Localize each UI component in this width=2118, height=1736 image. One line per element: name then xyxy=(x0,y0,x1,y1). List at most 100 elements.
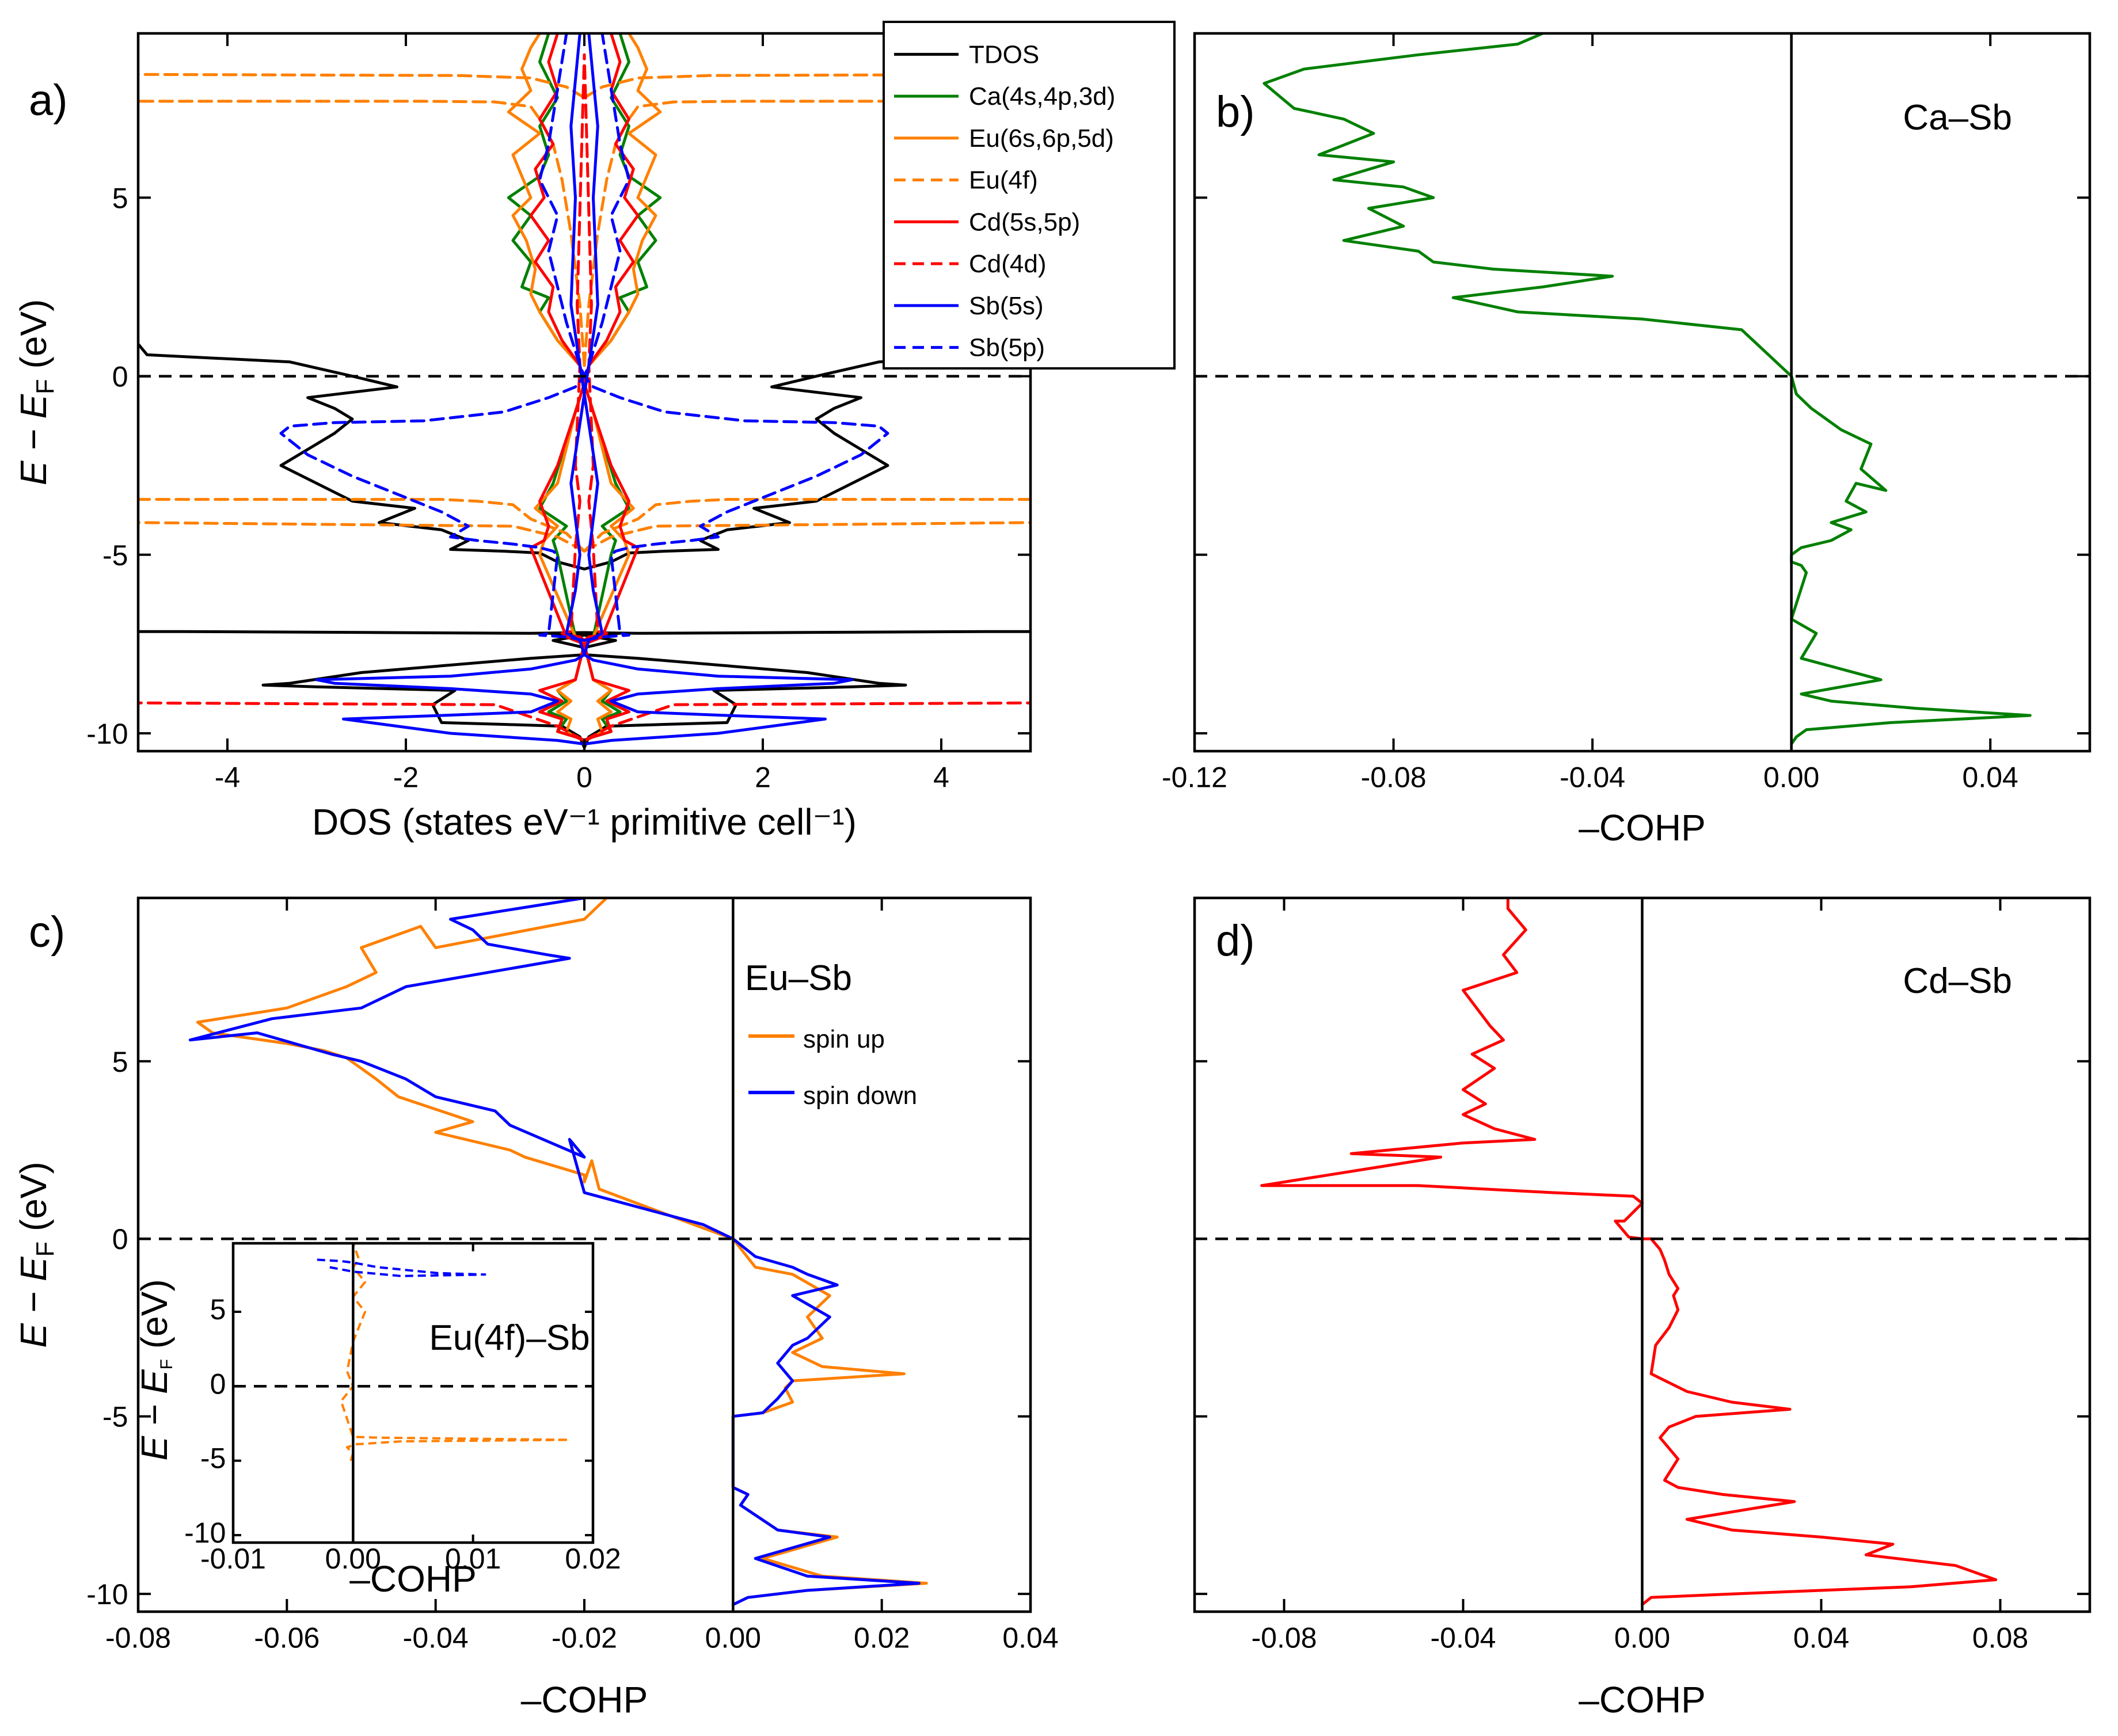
series-line xyxy=(188,898,921,1606)
inset-series-line xyxy=(317,1258,486,1277)
legend-entry: Cd(4d) xyxy=(969,250,1047,278)
legend-entry: spin down xyxy=(803,1082,917,1110)
axes-frame xyxy=(1193,32,2092,753)
y-tick-label: 0 xyxy=(112,361,128,393)
x-tick-label: 0.00 xyxy=(325,1543,381,1575)
x-tick-label: 0.00 xyxy=(705,1622,761,1654)
panel-annotation: Cd–Sb xyxy=(1903,961,2012,1001)
y-axis-title-sub: F xyxy=(32,379,59,394)
legend-entry: Sb(5p) xyxy=(969,334,1045,362)
x-tick-label: 0.02 xyxy=(854,1622,910,1654)
inset-series-line xyxy=(340,1243,571,1461)
x-tick-label: 0.02 xyxy=(565,1543,621,1575)
legend-entry: Eu(4f) xyxy=(969,166,1038,195)
series-line xyxy=(1260,898,1998,1606)
series-line xyxy=(138,521,586,553)
panel-label: a) xyxy=(29,76,68,125)
series-line xyxy=(583,33,854,746)
y-axis-title: E − EF (eV) xyxy=(13,1162,59,1348)
x-tick-label: 0.01 xyxy=(445,1543,501,1575)
series-line xyxy=(583,33,640,742)
series-line xyxy=(583,630,1031,749)
legend-entry: Ca(4s,4p,3d) xyxy=(969,82,1115,111)
panel-label: c) xyxy=(29,908,65,957)
x-tick-label: 0.00 xyxy=(1614,1622,1670,1654)
axes-c xyxy=(136,896,1032,1613)
y-tick-label: -5 xyxy=(102,1401,128,1433)
y-axis-title: E − EF (eV) xyxy=(13,299,59,486)
x-tick-label: -0.04 xyxy=(403,1622,469,1654)
x-axis-title: –COHP xyxy=(1579,1679,1706,1720)
series-line xyxy=(583,73,1031,100)
series-line xyxy=(138,498,586,553)
x-tick-label: -0.12 xyxy=(1162,762,1227,794)
series-cd-5s-5p- xyxy=(529,33,640,742)
x-tick-label: -0.08 xyxy=(1361,762,1427,794)
series-line xyxy=(583,498,1031,553)
series-line xyxy=(583,53,609,642)
axes-layer xyxy=(136,32,2092,1613)
y-tick-label: 0 xyxy=(210,1368,226,1400)
y-axis-title-main: E − E xyxy=(13,1256,54,1348)
x-tick-label: 0.04 xyxy=(1793,1622,1849,1654)
x-tick-label: -2 xyxy=(393,762,419,794)
inset-annotation: Eu(4f)–Sb xyxy=(429,1318,590,1358)
x-tick-label: -0.06 xyxy=(254,1622,320,1654)
panel-label: b) xyxy=(1216,87,1255,136)
series-line xyxy=(138,701,586,742)
legend-entry: TDOS xyxy=(969,40,1039,68)
x-tick-label: -0.02 xyxy=(552,1622,617,1654)
x-tick-label: -4 xyxy=(215,762,240,794)
y-tick-label: -5 xyxy=(200,1442,226,1475)
series-line xyxy=(1263,33,2032,746)
x-tick-label: -0.01 xyxy=(200,1543,266,1575)
series-line xyxy=(138,73,586,100)
y-axis-title-sub: F xyxy=(157,1359,176,1369)
series-line xyxy=(560,53,586,642)
series-line xyxy=(583,342,1031,571)
series-tdos xyxy=(138,342,1031,749)
y-tick-label: -5 xyxy=(102,539,128,572)
y-tick-label: 5 xyxy=(112,1046,128,1078)
inset-background xyxy=(233,1243,593,1543)
series-line xyxy=(315,33,586,746)
series-line xyxy=(529,33,586,742)
x-tick-label: 0 xyxy=(576,762,592,794)
legend-entry: Eu(6s,6p,5d) xyxy=(969,124,1114,153)
y-axis-title-unit: (eV) xyxy=(13,1162,54,1242)
series-sb-5s- xyxy=(315,33,854,746)
x-axis-title: –COHP xyxy=(1579,807,1706,848)
inset-curves xyxy=(317,1243,571,1461)
y-axis-title-sub: F xyxy=(32,1242,59,1257)
curves-layer xyxy=(138,33,2032,1606)
x-tick-label: 0.04 xyxy=(1002,1622,1058,1654)
x-axis-title: –COHP xyxy=(521,1679,648,1720)
series-cd-4d- xyxy=(138,53,1031,742)
series-line xyxy=(138,630,586,749)
x-tick-label: -0.08 xyxy=(105,1622,171,1654)
y-axis-title-unit: (eV) xyxy=(134,1279,175,1359)
series-spin-down xyxy=(188,898,921,1606)
axes-d xyxy=(1193,896,2092,1613)
y-tick-label: -10 xyxy=(184,1517,226,1549)
y-axis-title-main: E − E xyxy=(134,1369,175,1461)
x-tick-label: -0.04 xyxy=(1431,1622,1496,1654)
legend-box xyxy=(883,21,1176,370)
y-axis-title: E − EF (eV) xyxy=(134,1279,176,1460)
panel-label: d) xyxy=(1216,916,1255,965)
x-tick-label: 4 xyxy=(933,762,949,794)
x-axis-title: DOS (states eV⁻¹ primitive cell⁻¹) xyxy=(312,801,857,843)
axes-a xyxy=(136,32,1032,753)
panel-annotation: Ca–Sb xyxy=(1903,98,2012,138)
x-tick-label: -0.04 xyxy=(1560,762,1625,794)
x-tick-label: 0.04 xyxy=(1963,762,2018,794)
series-line xyxy=(583,701,1031,742)
axes-b xyxy=(1193,32,2092,753)
series-line xyxy=(138,342,586,571)
text-layer: -4 -2 0 2 4 -10 -5 0 5 DOS (states eV⁻¹ primitive… xyxy=(13,21,2028,1720)
y-tick-label: 0 xyxy=(112,1223,128,1255)
inset-x-axis-title: –COHP xyxy=(349,1558,477,1600)
axes-frame xyxy=(231,1242,595,1544)
series-sb-5p- xyxy=(279,33,889,642)
